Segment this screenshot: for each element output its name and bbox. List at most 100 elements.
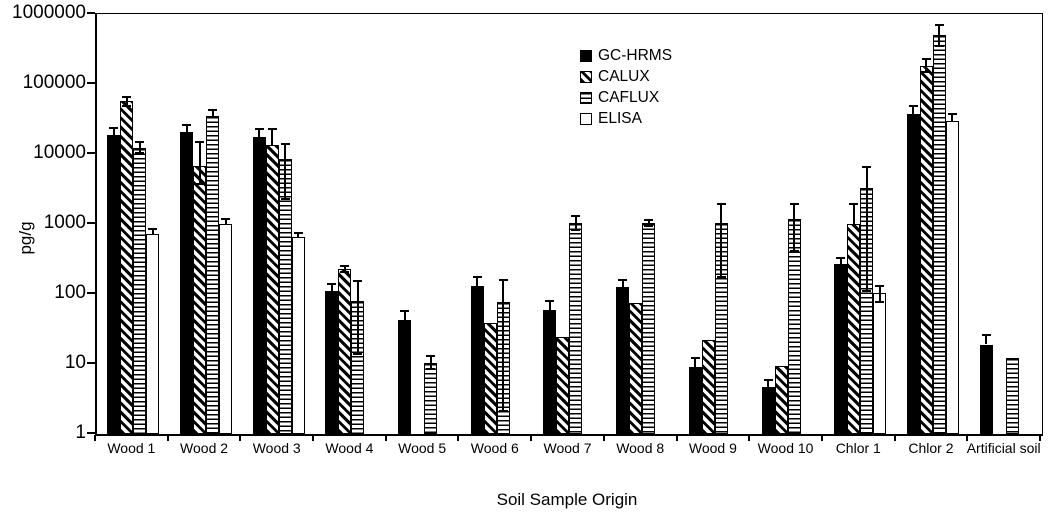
error-bar-cap <box>836 256 846 259</box>
error-bar-cap <box>862 166 872 169</box>
error-bar-cap <box>426 355 436 358</box>
error-bar-cap <box>644 224 654 227</box>
error-bar <box>476 276 479 287</box>
bar-slot <box>206 14 220 434</box>
error-bar <box>502 280 505 412</box>
x-category-label-wood-5: Wood 5 <box>398 440 447 456</box>
bar-slot <box>801 14 814 434</box>
error-bar <box>548 300 551 310</box>
bar-slot <box>787 14 801 434</box>
bar-calux-wood-10 <box>774 365 788 434</box>
y-tick <box>87 222 95 224</box>
bar-caflux-artificial-soil <box>1005 358 1019 434</box>
error-bar <box>621 279 624 288</box>
error-bar-cap <box>254 127 264 130</box>
bar-slot <box>932 14 946 434</box>
bar-group-wood-3 <box>242 14 315 434</box>
error-bar-cap <box>789 250 799 253</box>
y-tick <box>87 432 95 434</box>
y-tick-label: 100000 <box>22 72 86 93</box>
y-tick <box>87 82 95 84</box>
error-bar-cap <box>875 300 885 303</box>
bar-slot <box>543 14 557 434</box>
bar-slot <box>291 14 305 434</box>
error-bar <box>125 96 128 107</box>
error-bar-cap <box>716 202 726 205</box>
legend-item-caflux: CAFLUX <box>580 87 672 108</box>
bar-group-wood-6 <box>460 14 533 434</box>
error-bar-cap <box>195 183 205 186</box>
bar-caflux-wood-1 <box>133 147 147 434</box>
y-axis-title: pg/g <box>16 221 35 255</box>
x-category-label-wood-3: Wood 3 <box>252 440 301 456</box>
error-bar-cap <box>122 105 132 108</box>
error-bar-cap <box>981 333 991 336</box>
error-bar-cap <box>293 231 303 234</box>
legend-swatch-elisa <box>580 112 592 125</box>
error-bar-cap <box>135 141 145 144</box>
x-category-label-chlor-2: Chlor 2 <box>908 440 954 456</box>
y-tick-label: 100 <box>54 282 86 303</box>
bar-slot <box>265 14 279 434</box>
bar-slot <box>219 14 233 434</box>
bar-gc-hrms-wood-5 <box>398 319 412 434</box>
bar-slot <box>945 14 959 434</box>
legend-swatch-calux <box>580 70 592 83</box>
bar-gc-hrms-wood-4 <box>325 291 339 434</box>
error-bar <box>330 283 333 292</box>
bar-slot <box>325 14 339 434</box>
error-bar <box>271 128 274 145</box>
error-bar-cap <box>267 127 277 130</box>
error-bar-cap <box>221 218 231 221</box>
error-bar-cap <box>182 123 192 126</box>
y-tick-label: 10 <box>64 352 86 373</box>
bar-gc-hrms-wood-1 <box>107 135 121 434</box>
bar-gc-hrms-artificial-soil <box>979 344 993 434</box>
bar-caflux-wood-2 <box>206 115 220 434</box>
error-bar-cap <box>400 310 410 313</box>
bar-group-wood-7 <box>533 14 606 434</box>
bar-slot <box>714 14 728 434</box>
y-tick <box>87 362 95 364</box>
bar-slot <box>688 14 702 434</box>
bar-gc-hrms-chlor-1 <box>834 264 848 434</box>
bar-slot <box>252 14 266 434</box>
x-tick <box>94 435 96 441</box>
error-bar <box>112 128 115 136</box>
bar-slot <box>351 14 365 434</box>
error-bar <box>865 167 868 292</box>
legend-swatch-gc-hrms <box>580 49 592 62</box>
y-tick-label: 1000 <box>43 212 86 233</box>
error-bar-cap <box>280 142 290 145</box>
bar-group-chlor-2 <box>897 14 970 434</box>
bar-slot <box>496 14 510 434</box>
bar-slot <box>146 14 160 434</box>
x-tick <box>530 435 533 441</box>
error-bar-cap <box>208 108 218 111</box>
legend: GC-HRMS CALUX CAFLUX ELISA <box>580 45 672 129</box>
error-bar-cap <box>921 70 931 73</box>
plot-area: GC-HRMS CALUX CAFLUX ELISA <box>95 13 1043 436</box>
error-bar-cap <box>908 105 918 108</box>
error-bar <box>720 203 723 277</box>
bar-group-wood-1 <box>97 14 170 434</box>
y-tick <box>87 152 95 154</box>
bar-slot <box>701 14 715 434</box>
bar-group-wood-4 <box>315 14 388 434</box>
bar-slot <box>278 14 292 434</box>
error-bar <box>211 109 214 116</box>
bar-slot <box>338 14 352 434</box>
bar-slot <box>437 14 450 434</box>
bar-slot <box>906 14 920 434</box>
bar-slot <box>180 14 194 434</box>
bar-slot <box>616 14 630 434</box>
x-category-label-artificial-soil: Artificial soil <box>966 440 1041 456</box>
bar-slot <box>510 14 523 434</box>
error-bar <box>297 232 300 238</box>
error-bar-cap <box>947 113 957 116</box>
error-bar <box>938 24 941 46</box>
x-tick <box>966 435 969 441</box>
x-tick <box>1039 435 1041 441</box>
bar-elisa-wood-1 <box>146 234 160 434</box>
